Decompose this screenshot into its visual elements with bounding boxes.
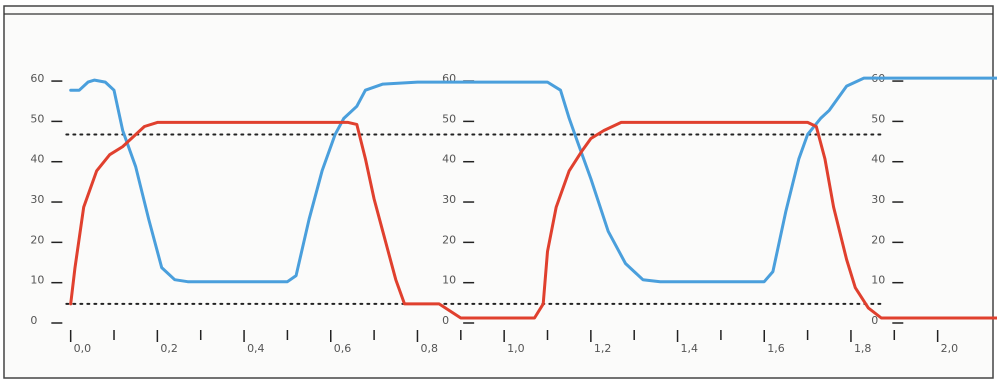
y-tick-label: 50 [442, 112, 456, 125]
y-tick-label: 0 [442, 314, 449, 327]
x-tick-label: 0,4 [247, 342, 264, 355]
x-tick-label: 0,2 [160, 342, 178, 355]
x-tick-label: 0,6 [334, 342, 352, 355]
series-line-1 [69, 120, 997, 320]
x-tick-label: 2,0 [941, 342, 959, 355]
y-tick-label: 50 [871, 112, 885, 125]
y-tick-label: 40 [442, 153, 456, 166]
y-tick-label: 30 [442, 193, 456, 206]
x-tick-label: 1,6 [767, 342, 785, 355]
series-line-0 [69, 76, 997, 284]
x-tick-label: 1,2 [594, 342, 612, 355]
y-tick-label: 40 [871, 153, 885, 166]
y-tick-label: 30 [30, 193, 44, 206]
y-tick-label: 20 [871, 233, 885, 246]
y-tick-label: 10 [871, 274, 885, 287]
y-tick-label: 20 [30, 233, 44, 246]
x-tick-label: 0,0 [74, 342, 92, 355]
x-tick-label: 1,0 [507, 342, 525, 355]
y-tick-label: 40 [30, 153, 44, 166]
y-tick-label: 0 [30, 314, 37, 327]
y-tick-label: 30 [871, 193, 885, 206]
y-tick-label: 10 [442, 274, 456, 287]
y-tick-label: 60 [30, 72, 44, 85]
x-tick-label: 1,8 [854, 342, 872, 355]
y-tick-label: 20 [442, 233, 456, 246]
x-tick-label: 1,4 [681, 342, 699, 355]
x-tick-label: 0,8 [420, 342, 438, 355]
y-tick-label: 10 [30, 274, 44, 287]
y-tick-label: 0 [871, 314, 878, 327]
plot-panel [3, 5, 994, 379]
y-tick-label: 50 [30, 112, 44, 125]
